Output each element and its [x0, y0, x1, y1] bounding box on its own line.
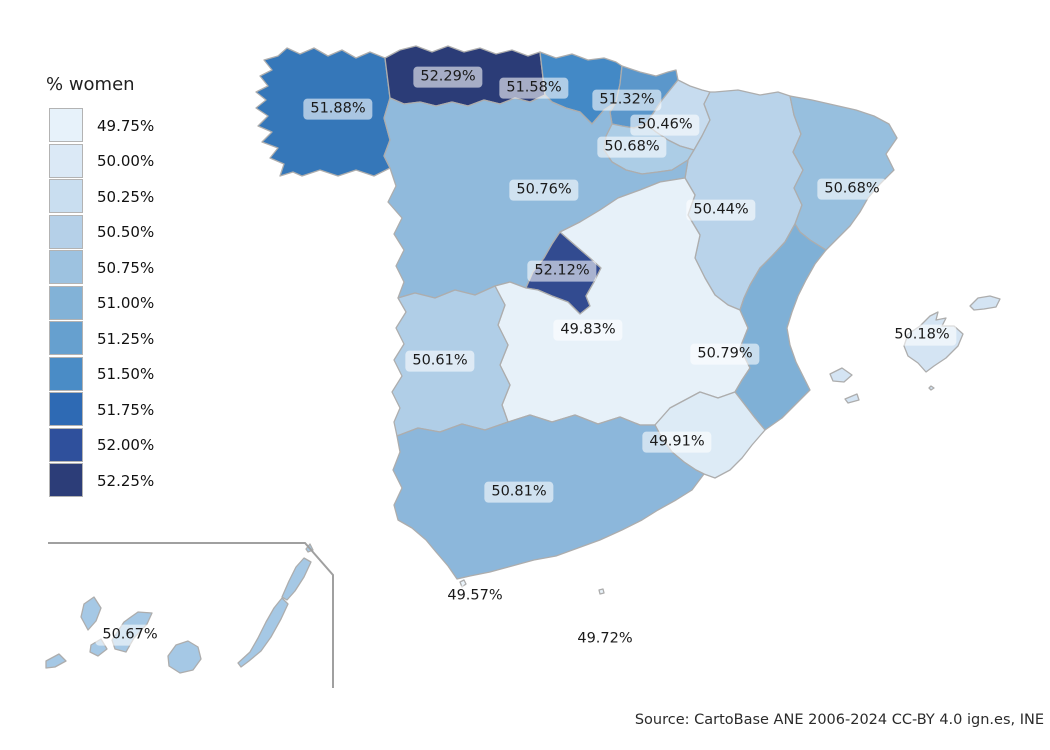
region-baleares — [903, 311, 964, 373]
legend-swatch — [49, 356, 83, 391]
legend-label: 51.50% — [97, 365, 155, 384]
region-melilla — [598, 588, 605, 595]
legend-label: 51.00% — [97, 294, 155, 313]
region-andalucia — [392, 414, 705, 580]
region-canarias — [237, 597, 289, 668]
canary-inset-border — [48, 542, 334, 688]
legend-row: 51.75% — [49, 392, 154, 428]
legend-swatch — [49, 143, 83, 178]
region-comunidad_valenciana — [734, 223, 827, 431]
region-canarias — [89, 638, 108, 657]
legend: % women 49.75% 50.00% 50.25% 50.50% 50.75% 51… — [46, 74, 154, 499]
legend-swatch — [49, 392, 83, 427]
legend-swatch — [49, 463, 83, 498]
region-canarias — [80, 596, 102, 631]
legend-label: 51.75% — [97, 400, 155, 419]
legend-label: 50.75% — [97, 258, 155, 277]
legend-row: 50.25% — [49, 179, 154, 215]
legend-swatch — [49, 285, 83, 320]
region-extremadura — [391, 285, 511, 437]
legend-row: 49.75% — [49, 108, 154, 144]
legend-row: 51.50% — [49, 356, 155, 393]
legend-row: 50.75% — [49, 250, 154, 286]
legend-items: 49.75% 50.00% 50.25% 50.50% 50.75% 51.00% 51.2… — [49, 108, 154, 499]
legend-label: 49.75% — [97, 116, 155, 135]
legend-row: 50.00% — [49, 143, 155, 180]
region-canarias — [281, 557, 312, 601]
region-baleares — [844, 393, 860, 404]
legend-label: 52.00% — [97, 436, 155, 455]
region-canarias — [45, 653, 67, 669]
legend-label: 50.00% — [97, 152, 155, 171]
legend-label: 52.25% — [97, 471, 155, 490]
legend-swatch — [49, 108, 83, 143]
region-galicia — [255, 47, 391, 177]
legend-row: 51.25% — [49, 321, 154, 357]
legend-row: 52.00% — [49, 427, 155, 464]
region-ceuta — [459, 579, 467, 588]
region-cataluna — [789, 95, 898, 251]
region-baleares — [969, 295, 1001, 311]
legend-label: 50.25% — [97, 187, 155, 206]
region-baleares — [928, 385, 935, 391]
region-canarias — [167, 640, 202, 674]
legend-title: % women — [46, 74, 135, 95]
legend-swatch — [49, 427, 83, 462]
legend-row: 51.00% — [49, 285, 155, 322]
legend-row: 50.50% — [49, 214, 155, 251]
legend-swatch — [49, 214, 83, 249]
legend-swatch — [49, 250, 83, 285]
region-canarias — [111, 611, 153, 653]
region-baleares — [829, 367, 853, 383]
legend-label: 50.50% — [97, 223, 155, 242]
region-asturias — [384, 45, 546, 107]
legend-swatch — [49, 321, 83, 356]
legend-row: 52.25% — [49, 463, 154, 499]
legend-label: 51.25% — [97, 329, 155, 348]
legend-swatch — [49, 179, 83, 214]
regions-layer — [45, 45, 1001, 674]
source-text: Source: CartoBase ANE 2006-2024 CC-BY 4.… — [634, 712, 1044, 728]
